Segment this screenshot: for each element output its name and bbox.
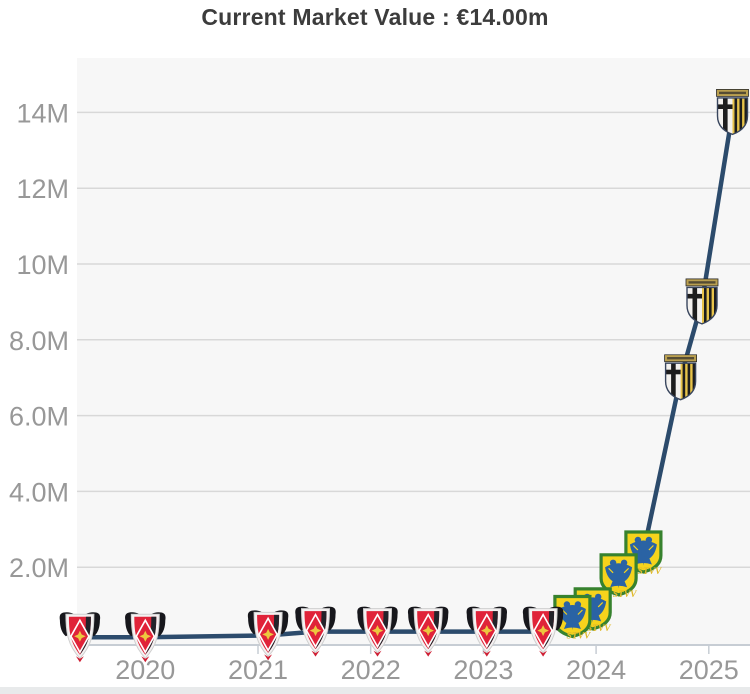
y-axis-label: 8.0M: [9, 326, 69, 356]
x-axis-label: 2023: [453, 655, 513, 685]
y-axis-label: 10M: [16, 250, 69, 280]
marker-parma-crest[interactable]: [665, 355, 697, 401]
marker-stvv-crest[interactable]: STVV: [573, 587, 612, 634]
parma-crest-icon: [717, 89, 749, 134]
stvv-club-label: STVV: [587, 624, 611, 634]
x-axis-label: 2025: [679, 655, 739, 685]
marker-parma-crest[interactable]: [686, 279, 718, 325]
marker-stvv-crest[interactable]: STVV: [553, 594, 592, 642]
x-axis-label: 2024: [566, 655, 626, 685]
y-axis-label: 4.0M: [9, 477, 69, 507]
stvv-club-label: STVV: [613, 590, 637, 600]
y-axis-label: 14M: [16, 98, 69, 128]
chart-title: Current Market Value : €14.00m: [201, 4, 549, 30]
y-axis-label: 12M: [16, 174, 69, 204]
stvv-club-label: STVV: [567, 631, 591, 641]
parma-crest-icon: [665, 355, 697, 401]
y-axis-label: 6.0M: [9, 402, 69, 432]
stvv-club-label: STVV: [638, 567, 662, 577]
y-axis-label: 2.0M: [9, 553, 69, 583]
x-axis-label: 2021: [228, 655, 288, 685]
parma-crest-icon: [686, 279, 718, 325]
marker-parma-crest[interactable]: [717, 89, 749, 134]
bottom-divider: [0, 687, 750, 694]
x-axis-label: 2022: [341, 655, 401, 685]
marker-stvv-crest[interactable]: STVV: [599, 553, 638, 600]
marker-stvv-crest[interactable]: STVV: [624, 530, 663, 577]
